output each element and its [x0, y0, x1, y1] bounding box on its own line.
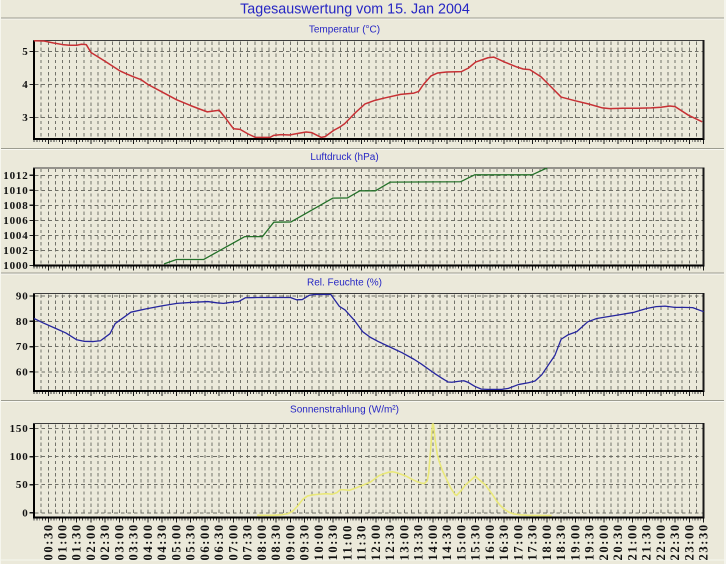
svg-text:06:00: 06:00 — [198, 523, 212, 560]
svg-text:11:30: 11:30 — [355, 524, 369, 560]
svg-text:14:30: 14:30 — [440, 523, 454, 560]
svg-text:21:00: 21:00 — [625, 523, 639, 560]
svg-text:70: 70 — [16, 341, 29, 353]
svg-text:3: 3 — [22, 112, 28, 124]
svg-text:14:00: 14:00 — [426, 523, 440, 560]
svg-text:1002: 1002 — [3, 245, 28, 257]
svg-text:21:30: 21:30 — [640, 523, 654, 560]
svg-text:60: 60 — [16, 366, 29, 378]
svg-text:1012: 1012 — [3, 170, 28, 182]
svg-text:20:30: 20:30 — [611, 523, 625, 560]
svg-text:19:00: 19:00 — [568, 523, 582, 560]
svg-text:4: 4 — [22, 79, 28, 91]
svg-text:09:00: 09:00 — [283, 523, 297, 560]
svg-text:1006: 1006 — [3, 215, 28, 227]
svg-text:05:30: 05:30 — [184, 523, 198, 560]
svg-text:17:30: 17:30 — [526, 523, 540, 560]
svg-text:100: 100 — [10, 451, 29, 463]
svg-text:04:00: 04:00 — [141, 523, 155, 560]
svg-text:09:30: 09:30 — [298, 523, 312, 560]
svg-text:Temperatur (°C): Temperatur (°C) — [309, 25, 380, 36]
svg-text:03:00: 03:00 — [112, 523, 126, 560]
svg-text:00:30: 00:30 — [41, 523, 55, 560]
svg-text:Rel. Feuchte (%): Rel. Feuchte (%) — [307, 278, 382, 289]
svg-text:1010: 1010 — [3, 185, 28, 197]
svg-text:06:30: 06:30 — [212, 523, 226, 560]
svg-text:150: 150 — [10, 423, 29, 435]
svg-text:22:00: 22:00 — [654, 523, 668, 560]
svg-text:11:00: 11:00 — [340, 524, 354, 560]
svg-text:16:00: 16:00 — [483, 523, 497, 560]
svg-text:90: 90 — [16, 291, 29, 303]
svg-text:1008: 1008 — [3, 200, 28, 212]
svg-text:08:00: 08:00 — [255, 523, 269, 560]
svg-text:12:30: 12:30 — [383, 523, 397, 560]
svg-text:Sonnenstrahlung (W/m²): Sonnenstrahlung (W/m²) — [290, 405, 399, 416]
svg-text:Tagesauswertung vom 15. Jan 20: Tagesauswertung vom 15. Jan 2004 — [240, 2, 470, 18]
svg-text:04:30: 04:30 — [155, 523, 169, 560]
svg-text:18:00: 18:00 — [540, 523, 554, 560]
svg-text:03:30: 03:30 — [127, 523, 141, 560]
svg-text:18:30: 18:30 — [554, 523, 568, 560]
svg-text:80: 80 — [16, 316, 29, 328]
svg-text:05:00: 05:00 — [169, 523, 183, 560]
svg-text:5: 5 — [22, 46, 28, 58]
svg-text:01:30: 01:30 — [70, 523, 84, 560]
svg-text:19:30: 19:30 — [583, 523, 597, 560]
svg-text:01:00: 01:00 — [55, 523, 69, 560]
svg-text:Luftdruck (hPa): Luftdruck (hPa) — [310, 152, 378, 163]
svg-text:16:30: 16:30 — [497, 523, 511, 560]
svg-text:0: 0 — [22, 507, 28, 519]
svg-text:13:30: 13:30 — [412, 523, 426, 560]
svg-text:1000: 1000 — [3, 260, 28, 272]
svg-text:10:30: 10:30 — [326, 523, 340, 560]
svg-text:02:30: 02:30 — [98, 523, 112, 560]
svg-text:08:30: 08:30 — [269, 523, 283, 560]
svg-text:02:00: 02:00 — [84, 523, 98, 560]
svg-text:22:30: 22:30 — [668, 523, 682, 560]
svg-text:20:00: 20:00 — [597, 523, 611, 560]
svg-text:50: 50 — [16, 479, 29, 491]
svg-text:17:00: 17:00 — [511, 523, 525, 560]
svg-text:23:30: 23:30 — [697, 523, 711, 560]
svg-text:15:00: 15:00 — [454, 523, 468, 560]
svg-text:12:00: 12:00 — [369, 523, 383, 560]
svg-text:23:00: 23:00 — [682, 523, 696, 560]
svg-text:1004: 1004 — [3, 230, 28, 242]
svg-text:07:30: 07:30 — [241, 523, 255, 560]
svg-text:13:00: 13:00 — [397, 523, 411, 560]
svg-text:15:30: 15:30 — [469, 523, 483, 560]
svg-text:07:00: 07:00 — [226, 523, 240, 560]
svg-text:10:00: 10:00 — [312, 523, 326, 560]
